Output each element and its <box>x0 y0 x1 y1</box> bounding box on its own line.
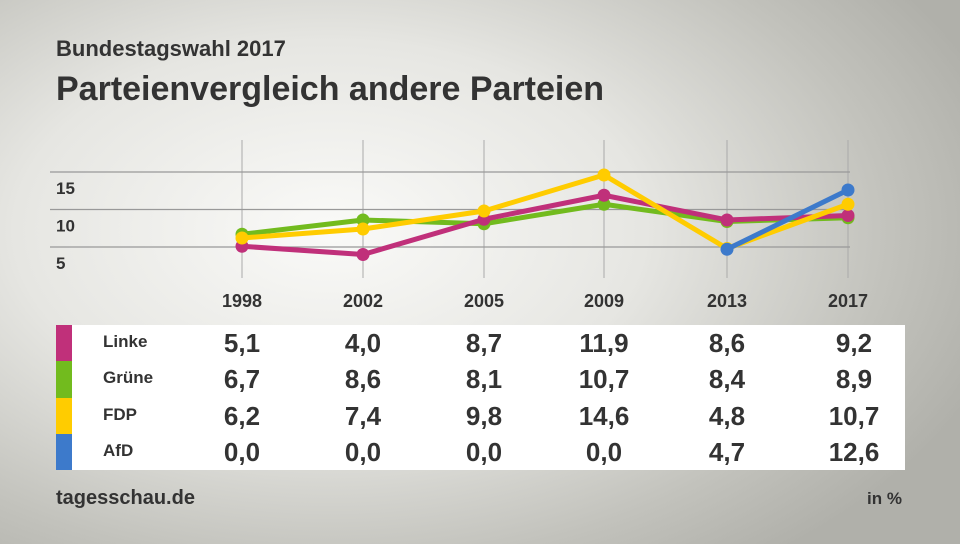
data-point-AfD <box>720 242 734 256</box>
table-row: Linke 5,1 4,0 8,7 11,9 8,6 9,2 <box>56 325 905 362</box>
data-point-Grüne <box>597 197 611 211</box>
legend-swatch <box>56 325 72 362</box>
series-line-Linke <box>241 192 849 257</box>
legend-swatch <box>56 361 72 398</box>
legend-label: FDP <box>103 404 137 424</box>
legend-label: AfD <box>103 440 134 460</box>
data-label: 9,2 <box>835 328 873 358</box>
table-row: Grüne 6,7 8,6 8,1 10,7 8,4 8,9 <box>56 361 905 398</box>
data-label: 8,9 <box>835 364 873 395</box>
data-label: 8,6 <box>344 364 382 395</box>
x-tick-label: 2013 <box>707 291 747 311</box>
y-tick-label: 5 <box>56 254 65 273</box>
data-point-Linke <box>356 248 370 261</box>
data-label: 0,0 <box>585 436 623 467</box>
y-tick-label: 10 <box>56 217 75 236</box>
legend-label: Grüne <box>103 368 154 388</box>
data-label: 8,6 <box>708 328 746 358</box>
x-tick-label: 2005 <box>464 291 504 311</box>
x-tick-label: 2017 <box>828 291 868 311</box>
line-chart: 5 10 15 1998 2002 2005 2009 2013 2017 <box>50 140 868 311</box>
data-point-FDP <box>235 231 249 245</box>
table-row: FDP 6,2 7,4 9,8 14,6 4,8 10,7 <box>56 397 905 434</box>
data-table: Linke 5,1 4,0 8,7 11,9 8,6 9,2 Grüne 6,7 8,6 8,1 10… <box>56 325 905 470</box>
data-label: 6,2 <box>223 400 261 431</box>
data-label: 10,7 <box>578 364 630 395</box>
y-tick-label: 15 <box>56 179 75 198</box>
unit-label: in % <box>867 489 902 508</box>
data-point-Linke <box>720 213 734 227</box>
legend-swatch <box>56 433 72 470</box>
source-label: tagesschau.de <box>56 487 195 509</box>
data-point-FDP <box>841 197 855 211</box>
data-point-Linke <box>841 209 855 222</box>
data-point-FDP <box>356 222 370 236</box>
series-line-AfD <box>725 187 850 252</box>
data-label: 4,7 <box>708 436 746 467</box>
legend-swatch <box>56 397 72 434</box>
data-label: 0,0 <box>344 436 382 467</box>
data-label: 6,7 <box>223 364 261 395</box>
data-label: 10,7 <box>828 400 880 431</box>
data-label: 12,6 <box>828 436 880 467</box>
data-label: 5,1 <box>223 328 261 358</box>
data-point-FDP <box>477 204 491 218</box>
x-tick-label: 1998 <box>222 291 262 311</box>
data-label: 7,4 <box>344 400 382 431</box>
data-label: 4,8 <box>708 400 746 431</box>
data-label: 8,4 <box>708 364 746 395</box>
data-label: 8,7 <box>465 328 503 358</box>
data-label: 14,6 <box>578 400 630 431</box>
data-point-FDP <box>597 168 611 182</box>
data-label: 0,0 <box>223 436 261 467</box>
data-point-Linke <box>597 188 611 202</box>
data-label: 9,8 <box>465 400 503 431</box>
chart-title: Parteienvergleich andere Parteien <box>56 70 605 108</box>
subtitle: Bundestagswahl 2017 <box>56 36 286 61</box>
data-point-AfD <box>841 183 855 197</box>
legend-label: Linke <box>103 332 148 351</box>
data-label: 0,0 <box>465 436 503 467</box>
data-label: 8,1 <box>465 364 503 395</box>
x-tick-label: 2002 <box>343 291 383 311</box>
data-label: 11,9 <box>579 328 629 358</box>
data-label: 4,0 <box>344 328 382 358</box>
data-point-Grüne <box>356 213 370 227</box>
table-row: AfD 0,0 0,0 0,0 0,0 4,7 12,6 <box>56 433 905 470</box>
x-tick-label: 2009 <box>584 291 624 311</box>
